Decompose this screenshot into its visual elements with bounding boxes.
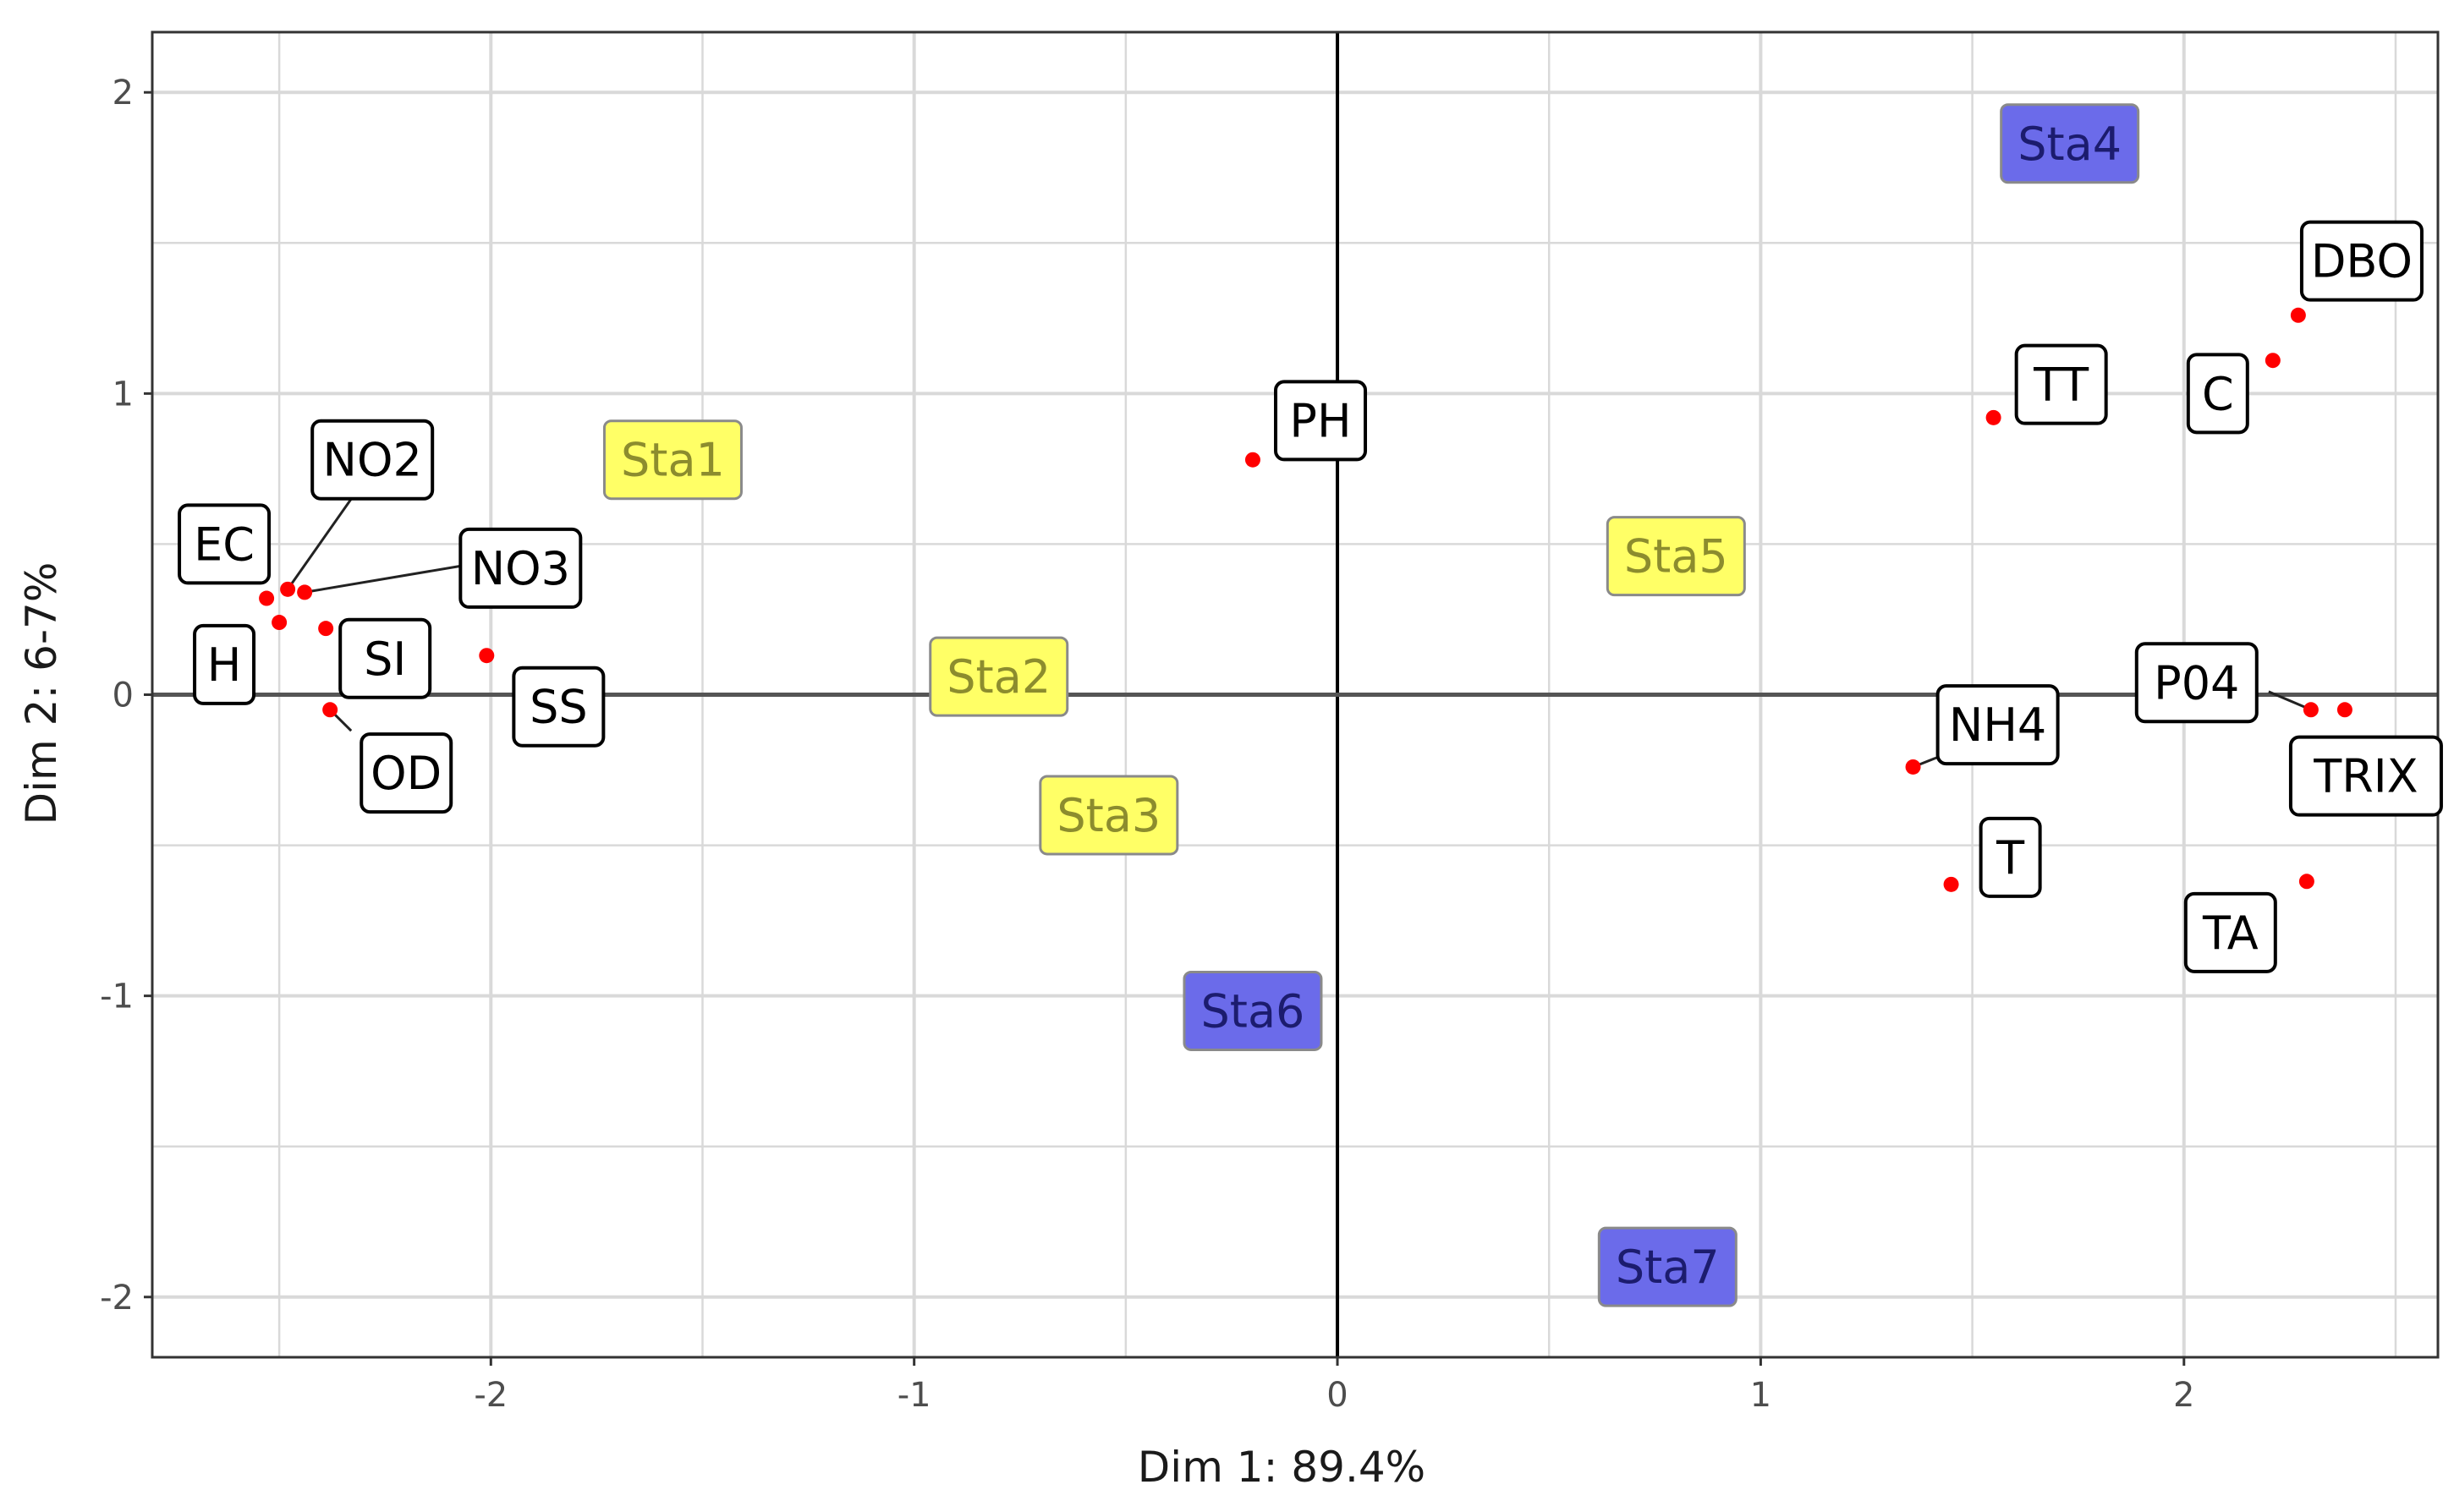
- variable-label-nh4: NH4: [1949, 698, 2046, 752]
- variable-label-h: H: [207, 638, 242, 692]
- variable-label-ta: TA: [2202, 907, 2259, 960]
- variable-label-box: [2299, 220, 2424, 302]
- point-p04: [2303, 702, 2319, 718]
- station-label-box: [1183, 970, 1323, 1051]
- variable-label-box: [338, 617, 432, 699]
- y-axis-title: Dim 2: 6-7%: [17, 562, 66, 825]
- point-ta: [2298, 874, 2314, 890]
- station-label-box: [2000, 103, 2140, 184]
- point-h: [272, 615, 288, 631]
- variable-label-trix: TRIX: [2313, 750, 2418, 803]
- variable-points: [259, 307, 2352, 892]
- variable-label-tt: TT: [2033, 359, 2089, 412]
- variable-label-ec: EC: [194, 518, 255, 571]
- station-label-sta4: Sta4: [2018, 118, 2122, 171]
- station-label-box: [929, 636, 1069, 717]
- point-ph: [1244, 452, 1260, 468]
- variable-label-t: T: [1996, 831, 2025, 885]
- variable-labels: DBO C TT PH NO2 EC NO3 H SI SS OD P04 TRIX NH4 T TA: [178, 220, 2443, 973]
- variable-label-box: [310, 419, 435, 501]
- variable-label-box: [1979, 816, 2042, 898]
- point-no2: [280, 581, 296, 597]
- point-nh4: [1905, 759, 1921, 775]
- station-label-sta3: Sta3: [1057, 789, 1161, 842]
- station-label-box: [1606, 516, 1746, 597]
- x-axis-ticks: -2 -1 0 1 2: [474, 1357, 2195, 1415]
- y-tick-label: 0: [113, 677, 134, 715]
- station-label-sta1: Sta1: [621, 434, 725, 487]
- station-labels: Sta1 Sta2 Sta3 Sta5 Sta4 Sta6 Sta7: [602, 103, 2140, 1307]
- x-tick-label: 1: [1750, 1376, 1771, 1415]
- station-label-sta7: Sta7: [1616, 1241, 1720, 1294]
- leader-line: [2268, 690, 2312, 711]
- variable-label-box: [1935, 684, 2060, 766]
- y-tick-label: -1: [100, 978, 134, 1016]
- point-no3: [297, 584, 313, 600]
- variable-label-no2: NO2: [323, 434, 422, 487]
- variable-label-box: [2134, 642, 2259, 724]
- station-label-box: [1039, 775, 1179, 856]
- point-trix: [2336, 702, 2352, 718]
- y-tick-label: -2: [100, 1279, 134, 1318]
- point-od: [322, 702, 338, 718]
- x-axis-title: Dim 1: 89.4%: [1138, 1443, 1425, 1492]
- station-label-box: [602, 419, 743, 501]
- point-ss: [479, 648, 495, 664]
- y-tick-label: 2: [113, 74, 134, 112]
- x-tick-label: -1: [898, 1376, 931, 1415]
- variable-label-box: [512, 666, 606, 748]
- variable-label-si: SI: [364, 633, 406, 686]
- station-label-sta2: Sta2: [947, 650, 1051, 704]
- variable-label-box: [2288, 735, 2443, 817]
- variable-label-ph: PH: [1289, 394, 1351, 447]
- point-tt: [1985, 409, 2001, 425]
- variable-label-box: [193, 623, 256, 705]
- point-si: [318, 621, 334, 637]
- variable-label-box: [360, 732, 453, 814]
- variable-label-c: C: [2202, 367, 2234, 420]
- variable-label-box: [2014, 343, 2108, 425]
- variable-label-box: [2186, 353, 2249, 435]
- station-label-box: [1597, 1226, 1738, 1307]
- variable-label-box: [458, 527, 583, 609]
- variable-label-ss: SS: [530, 681, 588, 734]
- variable-label-no3: NO3: [471, 542, 570, 595]
- x-tick-label: 2: [2173, 1376, 2194, 1415]
- variable-label-box: [1274, 380, 1368, 462]
- leader-line: [304, 563, 466, 594]
- variable-label-p04: P04: [2154, 656, 2239, 709]
- station-label-sta5: Sta5: [1624, 530, 1728, 583]
- x-tick-label: 0: [1326, 1376, 1348, 1415]
- station-label-sta6: Sta6: [1201, 984, 1305, 1038]
- leader-line: [286, 492, 357, 590]
- y-tick-label: 1: [113, 375, 134, 414]
- x-tick-label: -2: [474, 1376, 508, 1415]
- point-dbo: [2290, 307, 2306, 323]
- variable-label-box: [2183, 891, 2277, 973]
- point-t: [1943, 876, 1959, 892]
- variable-label-dbo: DBO: [2311, 235, 2413, 288]
- y-axis-ticks: -2 -1 0 1 2: [100, 74, 152, 1318]
- variable-label-od: OD: [371, 747, 442, 800]
- variable-label-box: [178, 503, 272, 585]
- point-c: [2265, 353, 2281, 369]
- point-ec: [259, 590, 275, 606]
